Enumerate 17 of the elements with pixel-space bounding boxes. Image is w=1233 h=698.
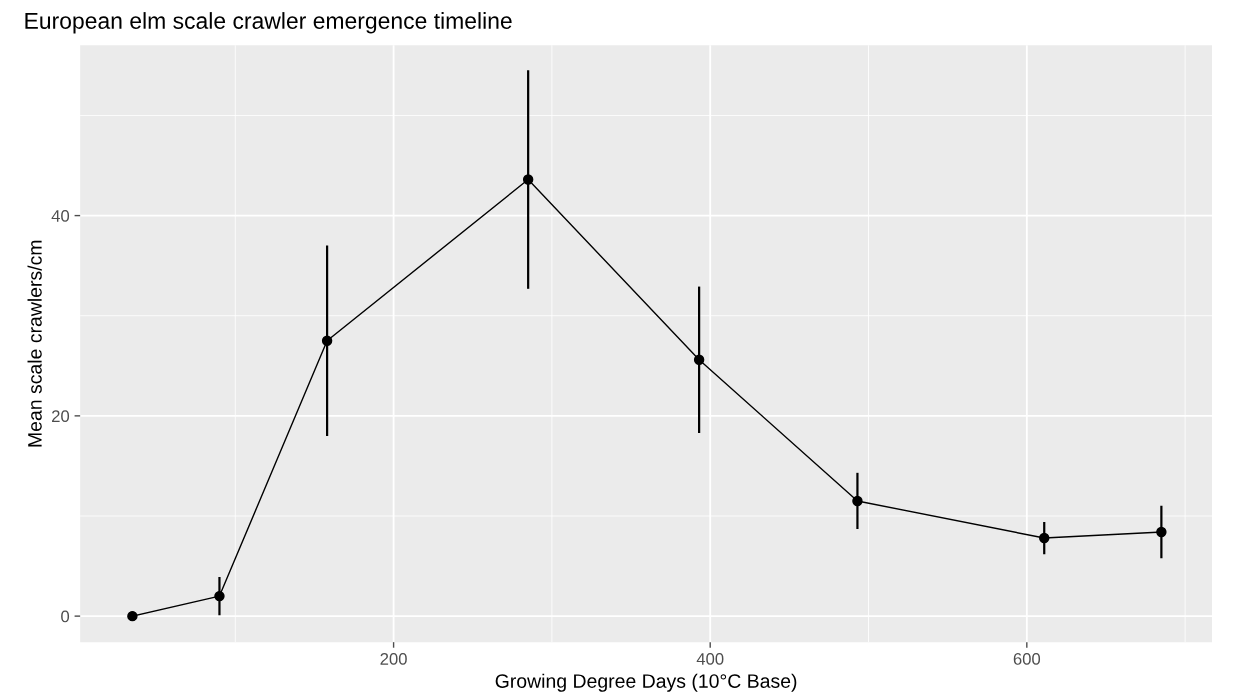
x-axis-title: Growing Degree Days (10°C Base) (495, 673, 797, 692)
point (214, 590, 225, 602)
y-tick-label: 0 (61, 610, 70, 623)
y-tick-label: 20 (52, 410, 70, 423)
y-axis-title: Mean scale crawlers/cm (27, 240, 42, 447)
point (1039, 532, 1050, 544)
point (852, 495, 863, 507)
x-tick-label: 600 (1013, 653, 1041, 665)
point (1156, 526, 1167, 538)
point (127, 610, 138, 622)
point (321, 335, 333, 346)
point (693, 354, 705, 365)
point (522, 174, 534, 185)
x-tick-label: 400 (696, 653, 724, 665)
x-tick-label: 200 (380, 653, 407, 665)
chart-title: European elm scale crawler emergence timeline (25, 12, 512, 34)
y-tick-label: 40 (51, 210, 70, 222)
